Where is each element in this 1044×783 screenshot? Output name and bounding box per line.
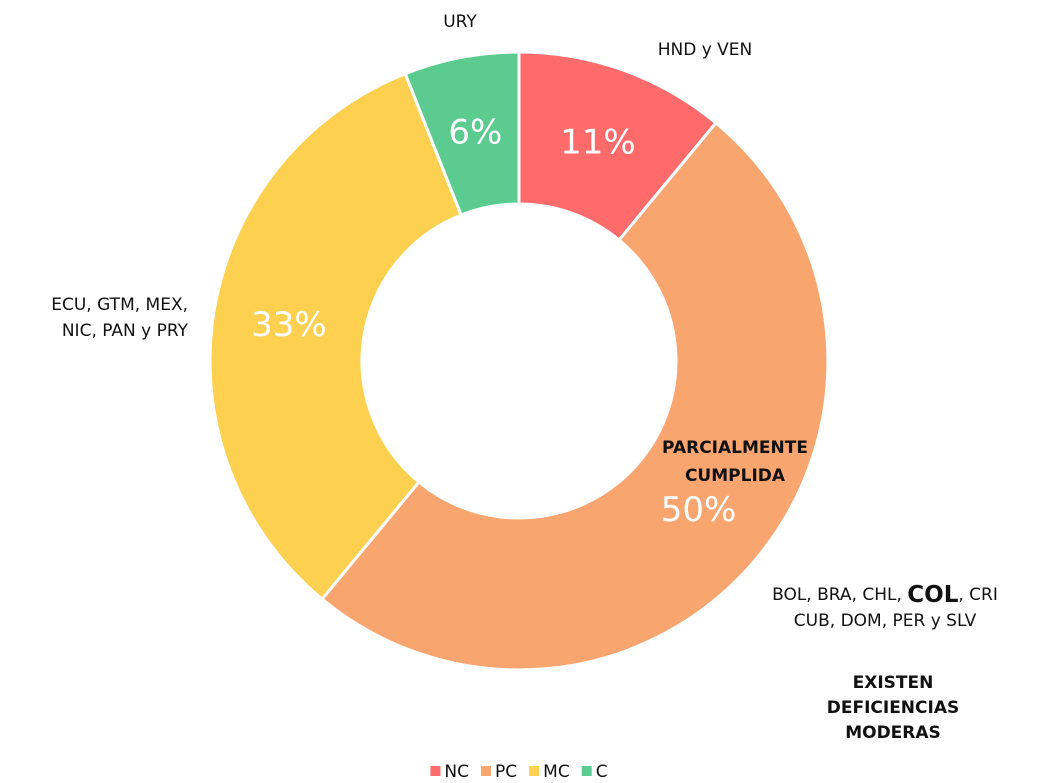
legend-label: PC (495, 762, 517, 782)
annotation-text: ECU, GTM, MEX, (51, 295, 188, 315)
legend-item: PC (481, 762, 517, 782)
annotation-text: , CRI (958, 585, 998, 605)
slice-label: 33% (251, 305, 327, 345)
donut-slice (208, 71, 464, 602)
annotation-text: NIC, PAN y PRY (62, 321, 189, 341)
annotation: HND y VEN (658, 40, 753, 60)
annotation-text: HND y VEN (658, 40, 753, 60)
annotation-text: MODERAS (845, 723, 941, 743)
donut-slice (403, 50, 521, 217)
legend-label: C (596, 762, 608, 782)
legend-label: NC (444, 762, 469, 782)
slice-label: 50% (661, 490, 737, 530)
annotation-text: CUMPLIDA (685, 466, 786, 486)
annotation-text: EXISTEN (853, 673, 934, 693)
donut-slice (319, 120, 830, 672)
legend-swatch (481, 766, 492, 776)
annotation: CUB, DOM, PER y SLV (794, 611, 977, 631)
annotation: PARCIALMENTE (662, 438, 808, 458)
legend-item: NC (430, 762, 469, 782)
annotation-text: CUB, DOM, PER y SLV (794, 611, 977, 631)
annotation-text: PARCIALMENTE (662, 438, 808, 458)
legend-item: C (581, 762, 608, 782)
legend-label: MC (543, 762, 570, 782)
annotation-text: DEFICIENCIAS (827, 698, 960, 718)
annotation: CUMPLIDA (685, 466, 786, 486)
annotation: URY (443, 12, 477, 32)
annotation: ECU, GTM, MEX, (51, 295, 188, 315)
legend-swatch (430, 766, 441, 776)
annotation: EXISTEN (853, 673, 934, 693)
annotation: DEFICIENCIAS (827, 698, 960, 718)
legend-swatch (581, 766, 592, 776)
slice-label: 11% (560, 122, 636, 162)
annotation: BOL, BRA, CHL, COL, CRI (772, 582, 998, 608)
annotation-text: COL (907, 582, 958, 608)
annotation: MODERAS (845, 723, 941, 743)
slice-label: 6% (448, 113, 502, 153)
annotation: NIC, PAN y PRY (62, 321, 189, 341)
annotation-text: BOL, BRA, CHL, (772, 585, 907, 605)
annotation-text: URY (443, 12, 477, 32)
legend-swatch (529, 766, 540, 776)
legend-item: MC (529, 762, 570, 782)
